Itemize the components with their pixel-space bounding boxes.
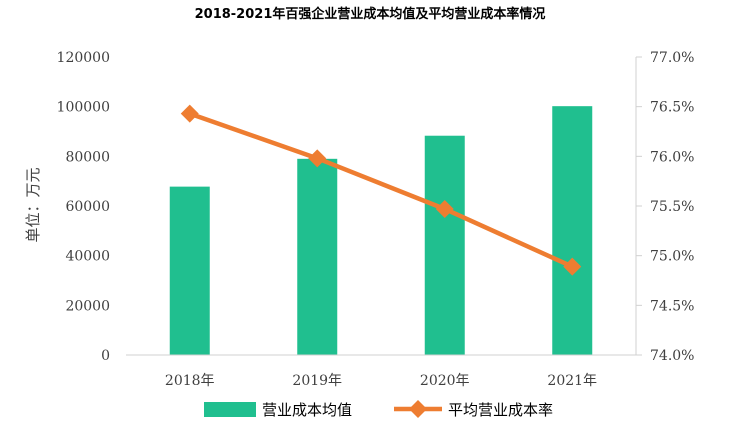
bar [552,106,593,355]
y-axis-left-ticks: 0 20000 40000 60000 80000 100000 120000 [57,50,110,364]
y-right-tick-label: 76.0% [650,149,694,165]
legend-bar-swatch [204,402,256,417]
line-series [189,111,574,269]
rate-markers [180,104,582,276]
y-axis-left-label: 单位：万元 [24,167,42,242]
y-left-tick-label: 60000 [65,199,110,215]
line-point [563,257,582,276]
x-tick-label: 2021年 [547,373,597,389]
y-right-tick-label: 77.0% [650,50,694,66]
bar [424,135,465,355]
legend-line-label: 平均营业成本率 [448,401,553,419]
legend-line-marker [409,400,427,418]
x-tick-label: 2019年 [292,373,342,389]
line-point [435,199,454,218]
y-right-tick-label: 74.0% [650,348,694,364]
bar [297,158,338,355]
y-right-tick-label: 74.5% [650,298,694,314]
legend: 营业成本均值 平均营业成本率 [204,400,553,419]
y-right-tick-label: 75.0% [650,249,694,265]
bar [169,186,210,355]
line-point [180,104,199,123]
line-point [308,149,327,168]
legend-bar-label: 营业成本均值 [262,401,352,419]
y-left-tick-label: 120000 [57,50,110,66]
y-left-tick-label: 20000 [65,298,110,314]
rate-line [189,111,574,269]
y-left-tick-label: 100000 [57,100,110,116]
y-right-tick-label: 75.5% [650,199,694,215]
x-tick-label: 2018年 [165,373,215,389]
bar-series [169,106,593,355]
y-left-tick-label: 0 [101,348,110,364]
x-axis-labels: 2018年 2019年 2020年 2021年 [165,373,597,389]
x-tick-label: 2020年 [420,373,470,389]
chart-title: 2018-2021年百强企业营业成本均值及平均营业成本率情况 [195,6,546,22]
y-left-tick-label: 80000 [65,149,110,165]
y-left-tick-label: 40000 [65,249,110,265]
y-right-tick-label: 76.5% [650,100,694,116]
y-axis-right-ticks: 74.0% 74.5% 75.0% 75.5% 76.0% 76.5% 77.0% [636,50,694,364]
